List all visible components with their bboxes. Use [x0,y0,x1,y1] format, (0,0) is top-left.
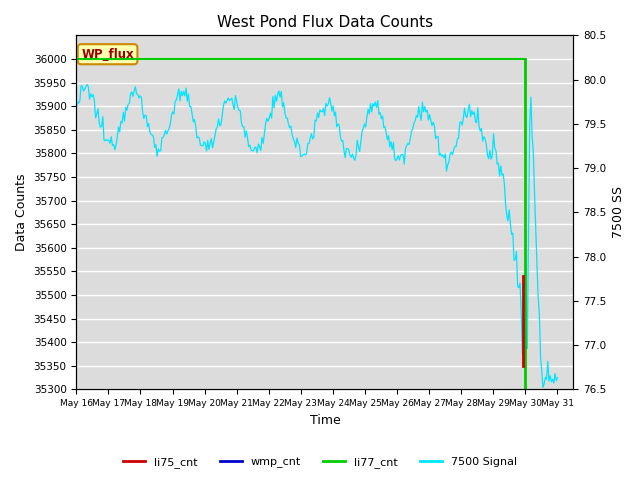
Y-axis label: Data Counts: Data Counts [15,174,28,251]
X-axis label: Time: Time [310,414,340,427]
Legend: li75_cnt, wmp_cnt, li77_cnt, 7500 Signal: li75_cnt, wmp_cnt, li77_cnt, 7500 Signal [118,452,522,472]
Text: WP_flux: WP_flux [81,48,134,61]
Y-axis label: 7500 SS: 7500 SS [612,186,625,239]
Title: West Pond Flux Data Counts: West Pond Flux Data Counts [217,15,433,30]
